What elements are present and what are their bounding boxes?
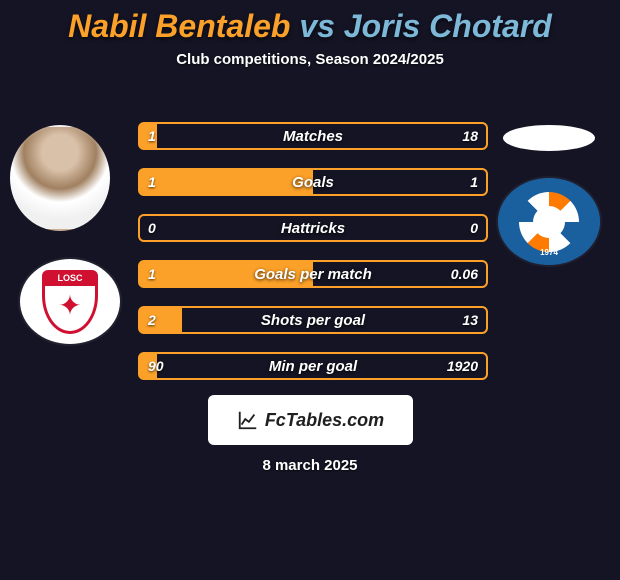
vs-text: vs [299,8,335,44]
fctables-chart-icon [237,409,259,431]
stat-row: 11Goals [138,168,488,196]
stat-label: Hattricks [140,216,486,240]
montpellier-wheel-icon [519,192,579,252]
player2-club-badge: 1974 [498,178,600,265]
stat-row: 00Hattricks [138,214,488,242]
fctables-label: FcTables.com [265,410,384,431]
stat-label: Goals per match [140,262,486,286]
montpellier-ring-icon: 1974 [498,178,600,265]
fctables-watermark: FcTables.com [208,395,413,445]
comparison-date: 8 march 2025 [0,457,620,474]
stat-row: 118Matches [138,122,488,150]
stat-row: 10.06Goals per match [138,260,488,288]
player1-club-badge: LOSC ✦ [20,259,120,344]
stat-label: Matches [140,124,486,148]
stat-label: Shots per goal [140,308,486,332]
stat-label: Goals [140,170,486,194]
losc-badge-text: LOSC [42,270,98,286]
player1-name: Nabil Bentaleb [68,8,290,44]
stat-label: Min per goal [140,354,486,378]
season-subtitle: Club competitions, Season 2024/2025 [0,51,620,68]
player1-photo [10,125,110,231]
losc-shield-icon: LOSC ✦ [42,270,98,334]
stats-table: 118Matches 11Goals 00Hattricks 10.06Goals p… [138,122,488,398]
comparison-title: Nabil Bentaleb vs Joris Chotard [0,0,620,45]
stat-row: 213Shots per goal [138,306,488,334]
player2-name: Joris Chotard [344,8,552,44]
stat-row: 901920Min per goal [138,352,488,380]
player2-photo [503,125,595,151]
montpellier-year: 1974 [540,248,558,257]
losc-dog-icon: ✦ [58,289,81,322]
